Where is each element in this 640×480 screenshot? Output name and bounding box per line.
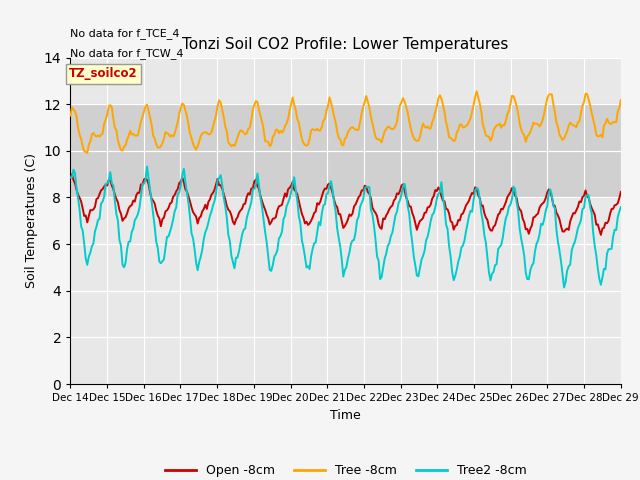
Text: No data for f_TCW_4: No data for f_TCW_4 — [70, 48, 184, 59]
X-axis label: Time: Time — [330, 408, 361, 421]
Y-axis label: Soil Temperatures (C): Soil Temperatures (C) — [25, 153, 38, 288]
Text: No data for f_TCE_4: No data for f_TCE_4 — [70, 28, 180, 39]
Legend: Open -8cm, Tree -8cm, Tree2 -8cm: Open -8cm, Tree -8cm, Tree2 -8cm — [159, 459, 532, 480]
Title: Tonzi Soil CO2 Profile: Lower Temperatures: Tonzi Soil CO2 Profile: Lower Temperatur… — [182, 37, 509, 52]
Text: TZ_soilco2: TZ_soilco2 — [69, 67, 138, 80]
Bar — [70, 104, 621, 197]
